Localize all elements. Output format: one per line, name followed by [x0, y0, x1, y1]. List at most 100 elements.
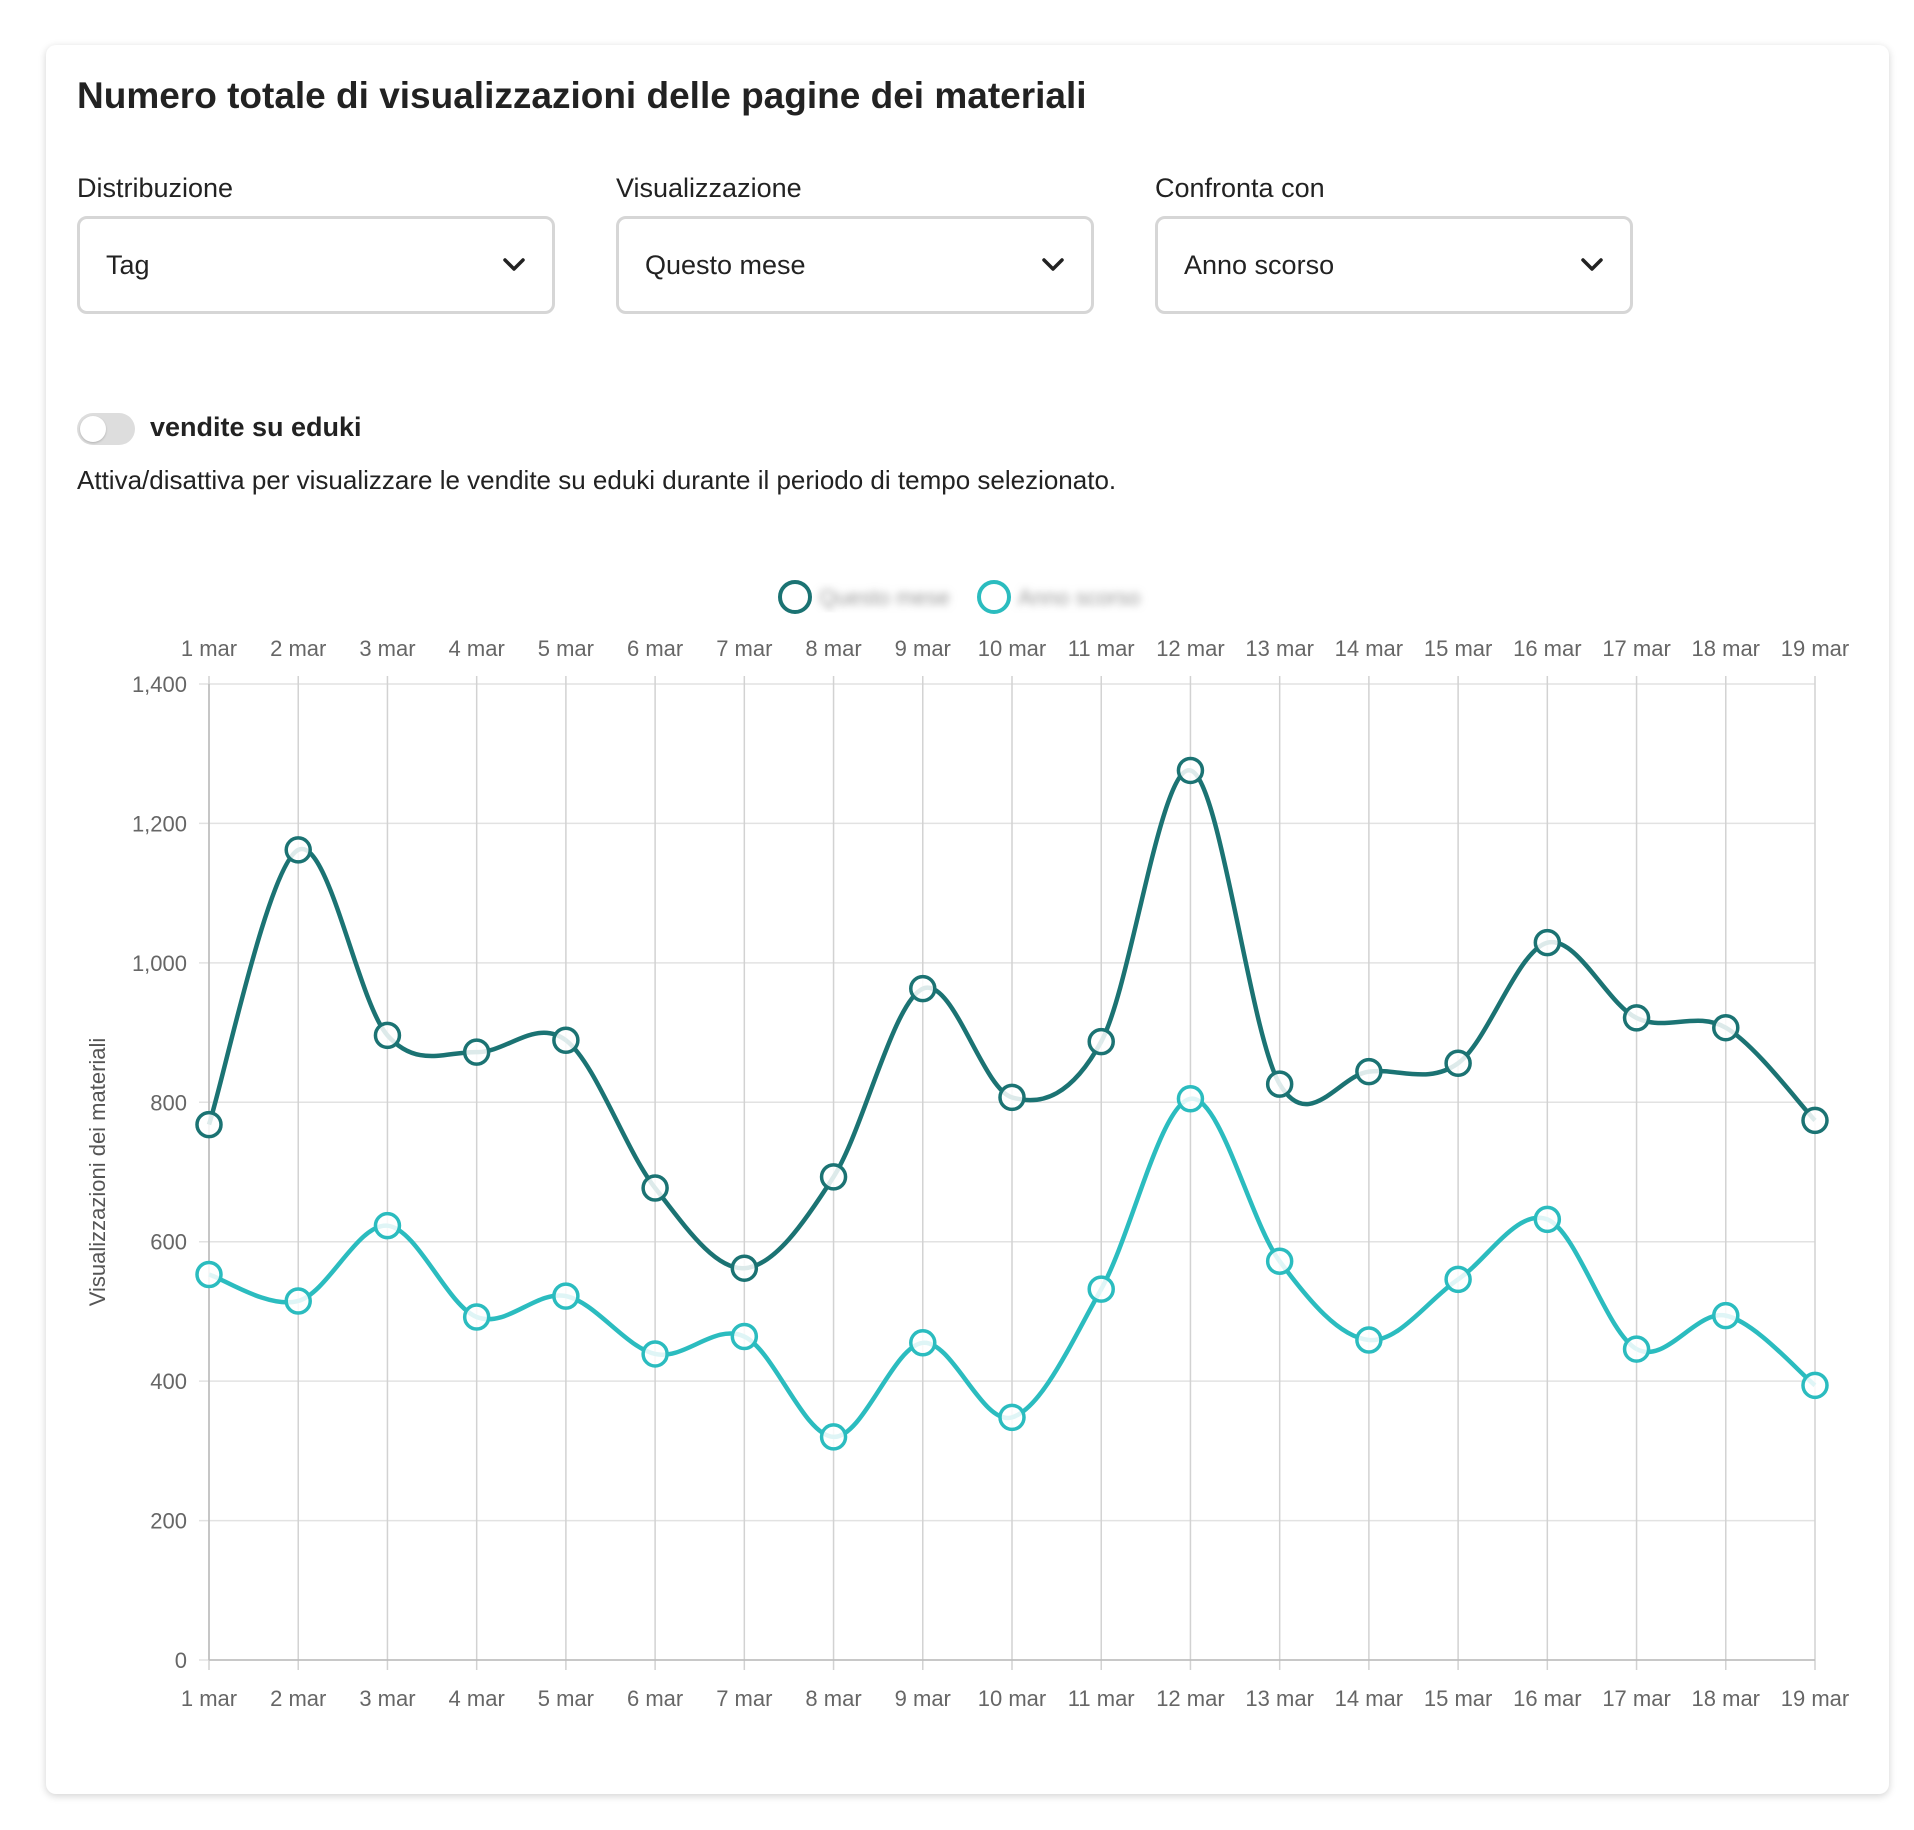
data-point	[1355, 1057, 1383, 1086]
x-tick-label: 13 mar	[1245, 1686, 1313, 1711]
data-point	[552, 1026, 580, 1054]
y-tick-label: 800	[150, 1090, 187, 1115]
x-tick-label-top: 3 mar	[359, 636, 415, 661]
x-tick-label-top: 1 mar	[181, 636, 237, 661]
data-point	[1622, 1004, 1651, 1032]
view-select[interactable]: Questo mese	[616, 216, 1094, 314]
x-tick-label-top: 7 mar	[716, 636, 772, 661]
data-point	[909, 974, 937, 1003]
data-point	[284, 836, 312, 864]
data-point	[1533, 928, 1562, 957]
distribution-select[interactable]: Tag	[77, 216, 555, 314]
data-point	[462, 1038, 491, 1066]
x-tick-label-top: 18 mar	[1692, 636, 1760, 661]
chevron-down-icon	[1581, 258, 1603, 271]
x-tick-label: 18 mar	[1692, 1686, 1760, 1711]
y-axis-title: Visualizzazioni dei materiali	[85, 1038, 110, 1307]
view-filter: Visualizzazione Questo mese	[616, 173, 1094, 314]
x-tick-label-top: 17 mar	[1602, 636, 1670, 661]
data-point	[1444, 1049, 1472, 1077]
compare-select[interactable]: Anno scorso	[1155, 216, 1633, 314]
x-tick-label: 8 mar	[805, 1686, 861, 1711]
data-point	[1265, 1070, 1294, 1098]
data-point	[1801, 1106, 1829, 1135]
x-tick-label: 4 mar	[449, 1686, 505, 1711]
select-value: Tag	[106, 249, 150, 280]
x-tick-label-top: 9 mar	[895, 636, 951, 661]
x-tick-label-top: 12 mar	[1156, 636, 1224, 661]
legend-marker	[977, 580, 1011, 614]
x-tick-label: 16 mar	[1513, 1686, 1581, 1711]
x-tick-label: 1 mar	[181, 1686, 237, 1711]
x-tick-label-top: 13 mar	[1245, 636, 1313, 661]
data-point	[373, 1211, 402, 1240]
data-point	[195, 1110, 223, 1139]
y-tick-label: 400	[150, 1369, 187, 1394]
data-point	[373, 1021, 402, 1050]
filter-label: Distribuzione	[77, 173, 234, 203]
select-value: Questo mese	[645, 249, 806, 280]
x-tick-label-top: 11 mar	[1068, 636, 1135, 661]
data-point	[909, 1329, 937, 1357]
x-tick-label: 19 mar	[1781, 1686, 1849, 1711]
data-point	[462, 1303, 491, 1331]
x-tick-label: 14 mar	[1335, 1686, 1403, 1711]
data-point	[730, 1322, 759, 1351]
y-tick-label: 0	[175, 1648, 187, 1673]
toggle-knob	[80, 416, 106, 442]
x-tick-label: 2 mar	[270, 1686, 326, 1711]
data-point	[1355, 1326, 1383, 1354]
data-point	[819, 1423, 848, 1451]
filter-label: Visualizzazione	[616, 173, 802, 203]
data-point	[1176, 756, 1205, 785]
x-tick-label: 9 mar	[895, 1686, 951, 1711]
data-point	[730, 1254, 759, 1282]
data-point	[195, 1260, 223, 1289]
data-point	[641, 1174, 669, 1202]
data-point	[552, 1282, 580, 1310]
filter-label: Confronta con	[1155, 173, 1325, 203]
data-point	[284, 1287, 312, 1315]
toggle-description: Attiva/disattiva per visualizzare le ven…	[77, 465, 1117, 495]
x-tick-label: 3 mar	[359, 1686, 415, 1711]
sales-toggle[interactable]	[77, 413, 135, 445]
y-tick-label: 200	[150, 1509, 187, 1534]
x-tick-label-top: 15 mar	[1424, 636, 1492, 661]
x-tick-label-top: 14 mar	[1335, 636, 1403, 661]
legend-label: Anno scorso	[1018, 585, 1140, 610]
data-point	[1087, 1027, 1115, 1056]
chart-card: Numero totale di visualizzazioni delle p…	[46, 45, 1889, 1794]
x-tick-label: 7 mar	[716, 1686, 772, 1711]
x-tick-label-top: 19 mar	[1781, 636, 1849, 661]
x-tick-label-top: 6 mar	[627, 636, 683, 661]
data-point	[1533, 1205, 1562, 1234]
x-tick-label: 15 mar	[1424, 1686, 1492, 1711]
x-tick-label: 6 mar	[627, 1686, 683, 1711]
data-point	[1801, 1371, 1829, 1400]
data-point	[1087, 1275, 1115, 1303]
card-title: Numero totale di visualizzazioni delle p…	[77, 75, 1087, 116]
data-point	[1265, 1247, 1294, 1275]
x-tick-label-top: 16 mar	[1513, 636, 1581, 661]
x-tick-label-top: 8 mar	[805, 636, 861, 661]
chevron-down-icon	[503, 258, 525, 271]
x-tick-label: 12 mar	[1156, 1686, 1224, 1711]
x-tick-label: 17 mar	[1602, 1686, 1670, 1711]
data-point	[998, 1403, 1026, 1432]
data-point	[1712, 1301, 1740, 1330]
x-tick-label: 5 mar	[538, 1686, 594, 1711]
data-point	[1622, 1335, 1651, 1363]
x-tick-label-top: 4 mar	[449, 636, 505, 661]
data-point	[819, 1163, 848, 1191]
x-tick-label-top: 10 mar	[978, 636, 1046, 661]
x-tick-label: 10 mar	[978, 1686, 1046, 1711]
legend-marker	[778, 580, 812, 614]
data-point	[641, 1340, 669, 1368]
x-tick-label-top: 2 mar	[270, 636, 326, 661]
data-point	[1176, 1085, 1205, 1113]
data-point	[1444, 1265, 1472, 1294]
y-tick-label: 1,400	[132, 672, 187, 697]
compare-filter: Confronta con Anno scorso	[1155, 173, 1633, 314]
toggle-label: vendite su eduki	[150, 412, 362, 442]
y-tick-label: 1,200	[132, 811, 187, 836]
